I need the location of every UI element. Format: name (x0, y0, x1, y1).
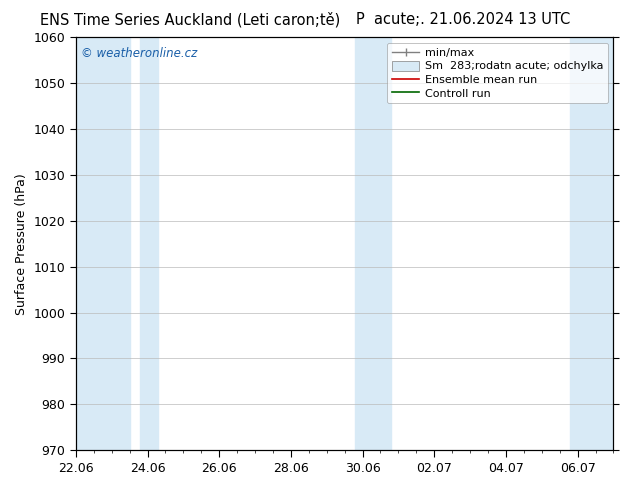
Text: P  acute;. 21.06.2024 13 UTC: P acute;. 21.06.2024 13 UTC (356, 12, 570, 27)
Text: © weatheronline.cz: © weatheronline.cz (81, 48, 197, 60)
Bar (571, 37, 614, 450)
Y-axis label: Surface Pressure (hPa): Surface Pressure (hPa) (15, 173, 28, 315)
Bar (356, 37, 391, 450)
Legend: min/max, Sm  283;rodatn acute; odchylka, Ensemble mean run, Controll run: min/max, Sm 283;rodatn acute; odchylka, … (387, 43, 608, 103)
Bar (140, 37, 158, 450)
Bar (76, 37, 129, 450)
Text: ENS Time Series Auckland (Leti caron;tě): ENS Time Series Auckland (Leti caron;tě) (40, 12, 340, 28)
